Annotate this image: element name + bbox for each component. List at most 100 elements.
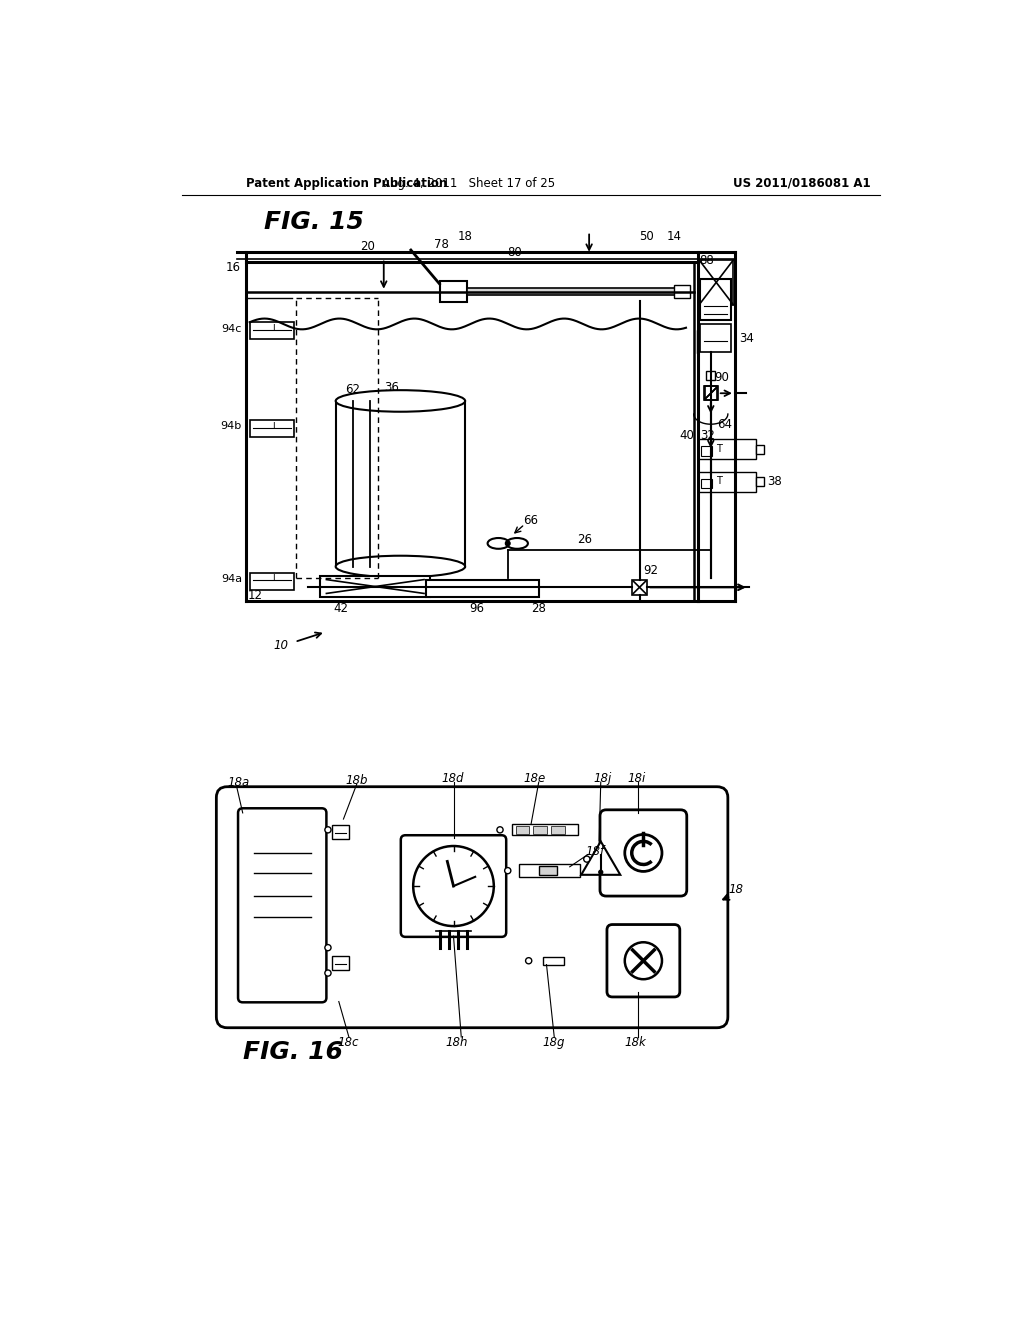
Text: 32: 32 <box>700 429 715 442</box>
Text: 20: 20 <box>360 240 376 253</box>
Text: L: L <box>272 422 276 430</box>
Text: 14: 14 <box>667 231 682 243</box>
Bar <box>321 576 430 598</box>
Circle shape <box>497 826 503 833</box>
Text: 94b: 94b <box>221 421 242 432</box>
Bar <box>512 825 578 836</box>
Bar <box>551 826 565 834</box>
Bar <box>250 420 294 437</box>
Circle shape <box>325 970 331 977</box>
Bar <box>697 440 756 459</box>
Text: 18d: 18d <box>442 772 464 785</box>
FancyBboxPatch shape <box>216 787 728 1028</box>
Text: 40: 40 <box>680 429 694 442</box>
Text: L: L <box>272 325 276 333</box>
Text: 26: 26 <box>578 533 593 546</box>
Text: 18j: 18j <box>593 772 611 785</box>
Text: 94a: 94a <box>221 574 242 583</box>
Text: 18f: 18f <box>586 845 604 858</box>
FancyBboxPatch shape <box>238 808 327 1002</box>
Text: 42: 42 <box>334 602 348 615</box>
Text: 18e: 18e <box>523 772 546 785</box>
Text: 88: 88 <box>699 253 714 267</box>
Bar <box>515 826 529 834</box>
Bar <box>675 285 690 298</box>
Bar <box>539 866 557 875</box>
Text: 18h: 18h <box>445 1036 468 1049</box>
Text: 34: 34 <box>738 331 754 345</box>
Text: 18: 18 <box>729 883 743 896</box>
Text: 64: 64 <box>717 417 732 430</box>
Circle shape <box>414 846 494 927</box>
Bar <box>707 371 716 380</box>
Ellipse shape <box>487 539 509 549</box>
Text: 18g: 18g <box>543 1036 565 1049</box>
FancyBboxPatch shape <box>600 810 687 896</box>
Bar <box>700 280 731 321</box>
Text: 92: 92 <box>643 564 658 577</box>
Bar <box>756 445 764 454</box>
Bar <box>697 471 756 492</box>
Bar <box>336 401 465 566</box>
Polygon shape <box>582 841 621 875</box>
Bar <box>250 573 294 590</box>
Text: 18b: 18b <box>345 774 368 787</box>
Text: FIG. 15: FIG. 15 <box>263 210 364 234</box>
Bar <box>705 387 717 400</box>
Bar <box>426 579 539 598</box>
Text: 18: 18 <box>458 231 472 243</box>
Text: 80: 80 <box>508 246 522 259</box>
Circle shape <box>325 826 331 833</box>
Text: 66: 66 <box>523 513 539 527</box>
Ellipse shape <box>336 391 465 412</box>
Bar <box>332 825 349 840</box>
Bar <box>332 956 349 970</box>
Bar <box>534 826 547 834</box>
Bar <box>699 260 733 305</box>
Bar <box>519 865 580 876</box>
Circle shape <box>525 958 531 964</box>
Text: US 2011/0186081 A1: US 2011/0186081 A1 <box>733 177 871 190</box>
Circle shape <box>584 857 590 862</box>
Text: 18c: 18c <box>337 1036 358 1049</box>
Text: 78: 78 <box>434 238 449 251</box>
Text: 10: 10 <box>273 639 289 652</box>
Circle shape <box>325 945 331 950</box>
Text: T: T <box>717 444 722 454</box>
Text: 28: 28 <box>531 602 546 615</box>
Text: Patent Application Publication: Patent Application Publication <box>246 177 447 190</box>
FancyBboxPatch shape <box>400 836 506 937</box>
Text: FIG. 16: FIG. 16 <box>243 1040 343 1064</box>
Circle shape <box>506 541 510 545</box>
Circle shape <box>625 942 662 979</box>
Bar <box>756 478 764 487</box>
Bar <box>467 288 686 296</box>
Circle shape <box>505 867 511 874</box>
Circle shape <box>599 870 603 874</box>
Ellipse shape <box>506 539 528 549</box>
Text: 12: 12 <box>248 589 263 602</box>
Text: 18k: 18k <box>624 1036 646 1049</box>
Text: 94c: 94c <box>221 323 242 334</box>
Text: L: L <box>272 574 276 583</box>
Text: 18a: 18a <box>227 776 250 788</box>
Ellipse shape <box>336 556 465 577</box>
Text: 16: 16 <box>225 261 241 275</box>
Bar <box>700 323 731 352</box>
Bar <box>439 281 467 302</box>
Text: 36: 36 <box>384 380 398 393</box>
Bar <box>700 479 712 488</box>
Bar <box>543 957 564 965</box>
Text: 50: 50 <box>640 231 654 243</box>
FancyBboxPatch shape <box>607 924 680 997</box>
Text: 18i: 18i <box>628 772 646 785</box>
Text: Aug. 4, 2011   Sheet 17 of 25: Aug. 4, 2011 Sheet 17 of 25 <box>382 177 556 190</box>
Bar <box>700 446 712 455</box>
Text: T: T <box>717 477 722 486</box>
Bar <box>703 387 718 400</box>
Text: 62: 62 <box>345 383 360 396</box>
Circle shape <box>625 834 662 871</box>
Text: 38: 38 <box>767 475 782 488</box>
Text: 90: 90 <box>715 371 729 384</box>
Bar <box>250 322 294 339</box>
